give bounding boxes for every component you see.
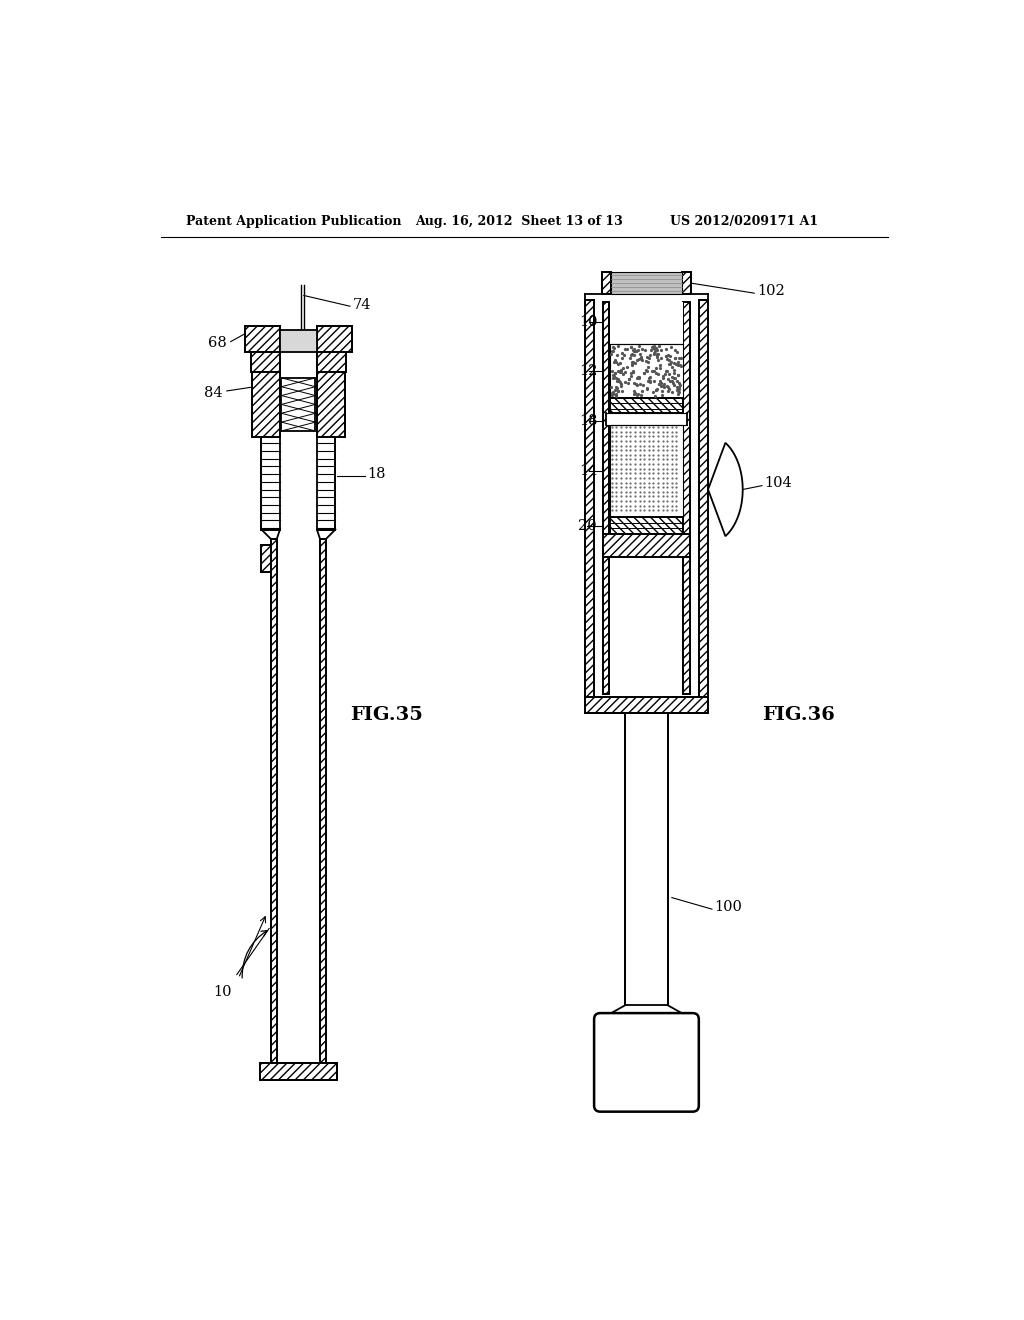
Text: 20: 20	[578, 519, 597, 533]
FancyBboxPatch shape	[594, 1014, 698, 1111]
Bar	[609, 345, 683, 397]
Bar	[683, 302, 690, 693]
Bar	[609, 517, 683, 535]
Bar	[602, 272, 611, 294]
Bar	[602, 535, 690, 557]
Text: 104: 104	[764, 477, 792, 490]
Bar	[316, 352, 346, 372]
Bar	[609, 302, 683, 345]
Text: 12: 12	[580, 364, 598, 378]
Text: 18: 18	[580, 414, 598, 428]
Bar	[609, 397, 683, 413]
Bar	[698, 300, 708, 697]
Bar	[276, 539, 319, 1063]
Text: 10: 10	[580, 315, 598, 330]
Bar	[602, 272, 611, 294]
Polygon shape	[708, 442, 742, 536]
Bar	[252, 372, 280, 437]
Bar	[682, 272, 691, 294]
Bar	[609, 397, 683, 413]
Bar	[611, 272, 682, 294]
Bar	[316, 372, 345, 437]
Bar	[245, 326, 280, 352]
Bar	[261, 545, 270, 572]
Bar	[282, 378, 315, 430]
Text: 84: 84	[204, 387, 222, 400]
Bar	[602, 302, 609, 693]
Bar	[698, 300, 708, 697]
Bar	[683, 302, 690, 693]
Bar	[585, 697, 708, 713]
Bar	[585, 697, 708, 713]
Bar	[316, 326, 352, 352]
Text: FIG.35: FIG.35	[350, 706, 423, 725]
Bar	[682, 272, 691, 294]
Bar	[625, 713, 668, 1006]
Bar	[316, 352, 346, 372]
Bar	[245, 326, 280, 352]
Text: 74: 74	[352, 298, 371, 312]
Bar	[609, 302, 683, 693]
Bar	[316, 372, 345, 437]
Bar	[261, 545, 270, 572]
Bar	[316, 326, 352, 352]
Text: 102: 102	[758, 284, 785, 298]
Text: 10: 10	[214, 985, 232, 998]
Text: 68: 68	[208, 337, 226, 350]
Bar	[585, 300, 594, 697]
Bar	[605, 413, 687, 425]
Bar	[609, 517, 683, 535]
Text: 14: 14	[580, 465, 598, 478]
Bar	[270, 539, 276, 1063]
Bar	[585, 300, 594, 697]
Bar	[260, 1063, 337, 1080]
Bar	[252, 372, 280, 437]
Bar	[251, 352, 280, 372]
Text: 18: 18	[368, 467, 386, 480]
Text: Aug. 16, 2012  Sheet 13 of 13: Aug. 16, 2012 Sheet 13 of 13	[416, 215, 624, 228]
Bar	[602, 302, 609, 693]
Bar	[319, 539, 326, 1063]
Bar	[270, 539, 276, 1063]
Text: Patent Application Publication: Patent Application Publication	[186, 215, 401, 228]
Bar	[280, 330, 316, 352]
Text: 100: 100	[714, 900, 742, 913]
Text: FIG.36: FIG.36	[762, 706, 835, 725]
Bar	[319, 539, 326, 1063]
Bar	[602, 535, 690, 557]
Bar	[251, 352, 280, 372]
Bar	[260, 1063, 337, 1080]
Bar	[609, 425, 683, 517]
Text: US 2012/0209171 A1: US 2012/0209171 A1	[670, 215, 818, 228]
